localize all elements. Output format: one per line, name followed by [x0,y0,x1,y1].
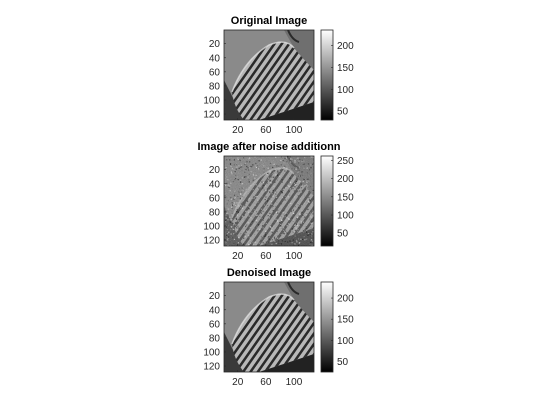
subplot-3: Denoised Image 20 40 60 80 100 120 20 60 100 50 100… [203,267,354,388]
y-tick-label: 100 [203,347,220,358]
y-tick-label: 100 [203,95,220,106]
x-tick-label: 100 [286,377,303,388]
y-tick-label: 40 [209,53,221,64]
axes-box [223,29,315,121]
colorbar-tick-label: 200 [337,294,354,305]
x-tick-label: 60 [260,377,272,388]
colorbar-tick-label: 200 [337,174,354,185]
x-tick-label: 20 [232,377,244,388]
image-plot [223,281,315,373]
x-tick-label: 20 [232,125,244,136]
colorbar-tick-label: 50 [337,357,349,368]
y-tick-label: 120 [203,110,220,121]
y-tick-label: 80 [209,81,221,92]
axes-box [223,281,315,373]
scarf-region [232,42,314,120]
x-tick-label: 20 [232,251,244,262]
axes-box [223,155,315,247]
y-tick-label: 60 [209,319,221,330]
colorbar-box [320,155,334,247]
subplot-title: Denoised Image [227,267,311,279]
image-plot [223,29,315,121]
x-tick-label: 60 [260,125,272,136]
y-tick-label: 20 [209,291,221,302]
y-tick-label: 40 [209,305,221,316]
y-tick-label: 20 [209,165,221,176]
y-tick-label: 40 [209,179,221,190]
y-tick-label: 120 [203,362,220,373]
colorbar-tick-label: 100 [337,336,354,347]
colorbar-tick-label: 100 [337,85,354,96]
y-tick-label: 60 [209,67,221,78]
y-tick-label: 60 [209,193,221,204]
colorbar-tick-label: 150 [337,63,354,74]
subplot-2: Image after noise additionn 20 40 60 80 100 12… [197,141,354,262]
subplot-title: Image after noise additionn [197,141,340,153]
subplot-1: Original Image 20 40 60 80 100 120 20 60 100 50 100… [203,15,354,136]
face-region [284,30,314,70]
colorbar-tick-label: 100 [337,211,354,222]
x-tick-label: 100 [286,251,303,262]
y-tick-label: 100 [203,221,220,232]
subplot-title: Original Image [231,15,307,27]
colorbar-tick-label: 250 [337,156,354,167]
y-tick-label: 20 [209,39,221,50]
scarf-region [232,294,314,372]
colorbar [321,30,333,120]
y-tick-label: 120 [203,236,220,247]
colorbar-tick-label: 200 [337,41,354,52]
colorbar [321,282,333,372]
colorbar-tick-label: 50 [337,229,349,240]
colorbar-box [320,29,334,121]
colorbar-tick-label: 150 [337,315,354,326]
y-tick-label: 80 [209,207,221,218]
colorbar-tick-label: 150 [337,192,354,203]
colorbar [321,156,333,246]
image-plot [223,155,315,247]
x-tick-label: 60 [260,251,272,262]
face-region [284,282,314,322]
x-tick-label: 100 [286,125,303,136]
y-tick-label: 80 [209,333,221,344]
colorbar-tick-label: 50 [337,107,349,118]
colorbar-box [320,281,334,373]
